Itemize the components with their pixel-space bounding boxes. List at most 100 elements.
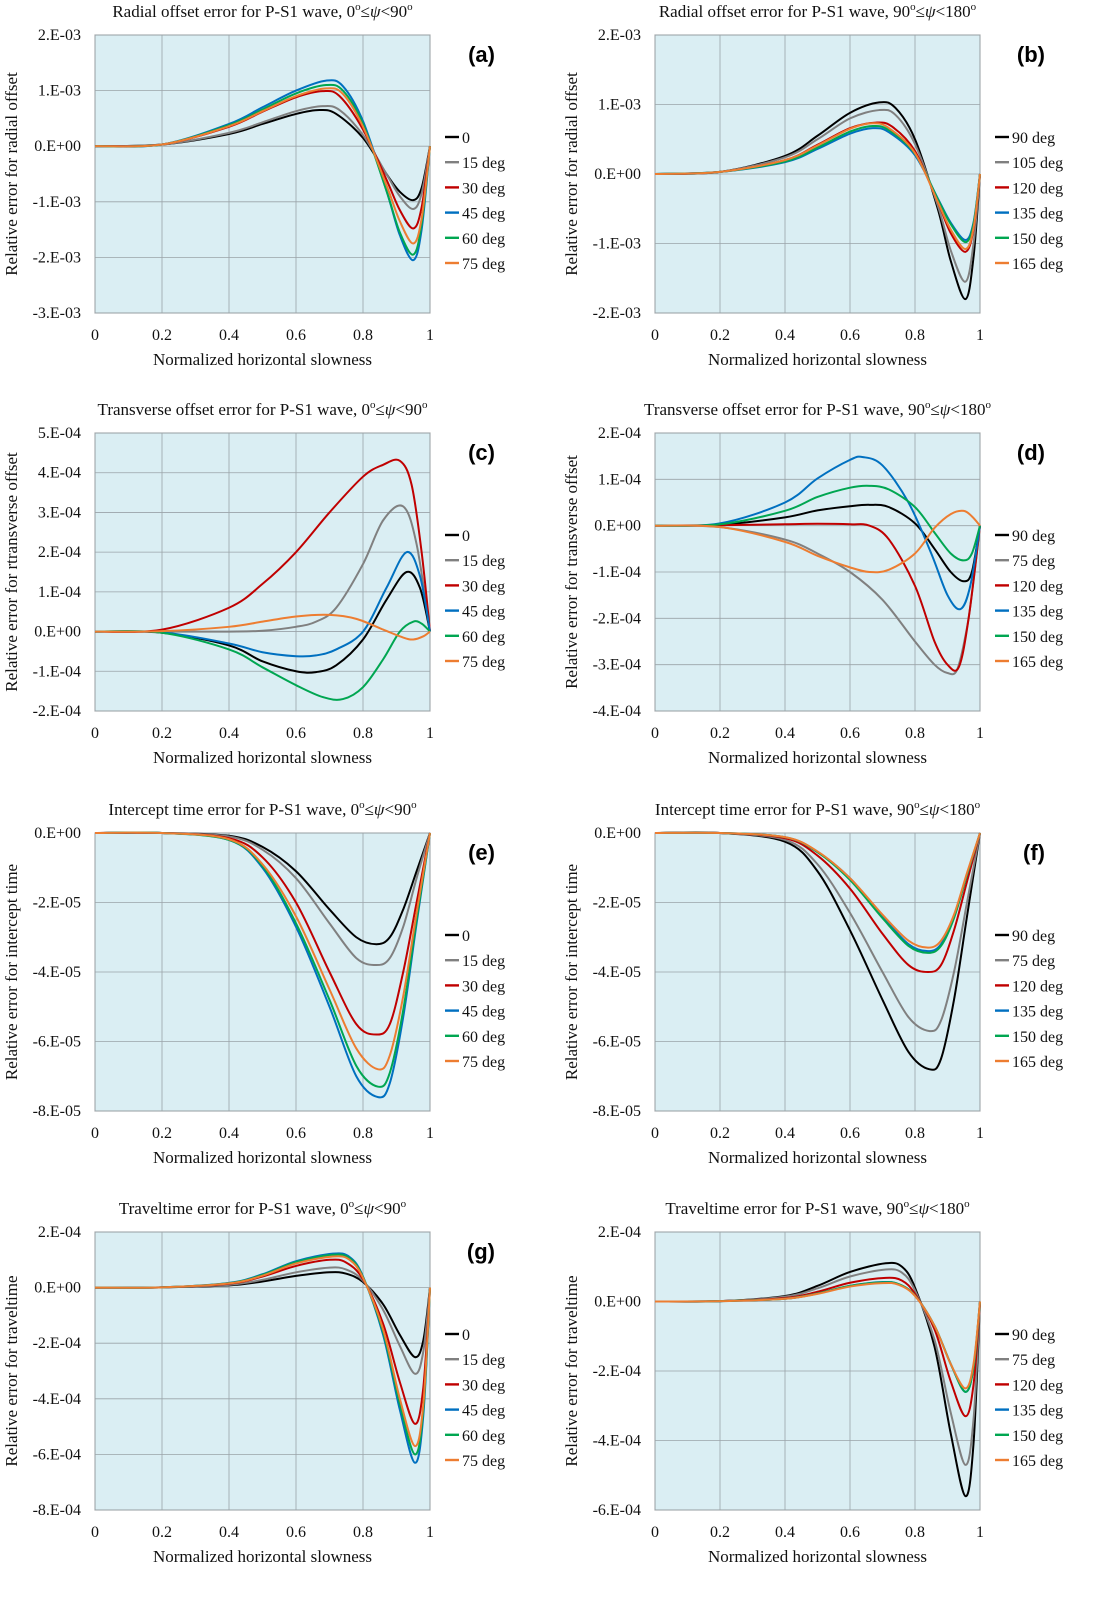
- x-tick-label: 0.2: [710, 327, 730, 344]
- title-part: o: [904, 1198, 910, 1210]
- x-tick-label: 0.8: [905, 1524, 925, 1541]
- y-axis-label: Relative error for intercept time: [562, 864, 581, 1080]
- title-part: o: [964, 1198, 970, 1210]
- title-part: o: [971, 1, 977, 13]
- chart-panel: 0 0.2 0.4 0.6 0.8 1 5.E-04 4.E-04 3.E-04 2.E-04 1.…: [2, 399, 505, 767]
- legend-label: 45 deg: [462, 1403, 505, 1420]
- legend-label: 30 deg: [462, 578, 505, 595]
- title-part: ≤: [361, 2, 370, 21]
- chart-title: Traveltime error for P-S1 wave, 0o≤ψ<90o: [119, 1198, 407, 1218]
- legend-label: 150 deg: [1012, 1428, 1063, 1445]
- title-part: o: [422, 399, 428, 411]
- x-tick-label: 0.2: [152, 1524, 172, 1541]
- legend-label: 75 deg: [1012, 553, 1055, 570]
- series-line: [654, 124, 981, 244]
- y-tick-label: 2.E-03: [38, 27, 81, 44]
- title-part: ψ: [925, 2, 936, 21]
- x-tick-label: 0.4: [219, 725, 239, 742]
- legend-label: 15 deg: [462, 1352, 505, 1369]
- legend-label: 135 deg: [1012, 1004, 1063, 1021]
- x-tick-label: 0.4: [775, 327, 795, 344]
- legend-label: 165 deg: [1012, 256, 1063, 273]
- y-tick-label: 2.E-03: [598, 27, 641, 44]
- x-tick-label: 1: [976, 327, 984, 344]
- x-tick-label: 0.6: [286, 1125, 306, 1142]
- title-part: ψ: [374, 800, 385, 819]
- title-part: ≤: [930, 400, 939, 419]
- title-part: ψ: [929, 800, 940, 819]
- legend-label: 0: [462, 130, 470, 147]
- series-line: [654, 831, 981, 1071]
- x-tick-label: 0: [651, 725, 659, 742]
- y-tick-label: -2.E-03: [33, 249, 81, 266]
- y-tick-label: -8.E-05: [593, 1103, 641, 1120]
- series-line: [94, 613, 431, 641]
- title-part: o: [349, 1198, 355, 1210]
- legend-label: 75 deg: [462, 256, 505, 273]
- y-axis-label: Relative error for radial offset: [562, 72, 581, 276]
- legend-label: 60 deg: [462, 231, 505, 248]
- y-tick-label: 4.E-04: [38, 465, 81, 482]
- y-axis-label: Relative error for traveltime: [2, 1275, 21, 1466]
- y-tick-label: -6.E-05: [33, 1034, 81, 1051]
- x-tick-label: 1: [426, 1524, 434, 1541]
- x-tick-label: 0: [91, 327, 99, 344]
- chart-title: Transverse offset error for P-S1 wave, 9…: [644, 399, 991, 419]
- title-part: <90: [395, 400, 422, 419]
- title-part: Traveltime error for P-S1 wave, 90: [665, 1199, 903, 1218]
- y-tick-label: -1.E-04: [593, 564, 641, 581]
- y-tick-label: -2.E-04: [33, 1335, 81, 1352]
- panel-label: (c): [468, 440, 495, 465]
- x-tick-label: 0.2: [710, 725, 730, 742]
- legend-label: 165 deg: [1012, 1453, 1063, 1470]
- title-part: Transverse offset error for P-S1 wave, 9…: [644, 400, 925, 419]
- series-line: [94, 79, 431, 262]
- y-tick-label: 0.E+00: [594, 166, 641, 183]
- title-part: o: [975, 799, 981, 811]
- y-tick-label: -3.E-04: [593, 657, 641, 674]
- x-axis-label: Normalized horizontal slowness: [708, 1547, 927, 1566]
- x-tick-label: 0.6: [840, 725, 860, 742]
- plot-area: [94, 432, 431, 712]
- panel-label: (b): [1017, 42, 1045, 67]
- legend-label: 60 deg: [462, 1029, 505, 1046]
- y-tick-label: 0.E+00: [594, 825, 641, 842]
- chart-title: Transverse offset error for P-S1 wave, 0…: [98, 399, 428, 419]
- title-part: <90: [374, 1199, 401, 1218]
- legend-label: 60 deg: [462, 629, 505, 646]
- x-tick-label: 1: [426, 725, 434, 742]
- title-part: ≤: [354, 1199, 363, 1218]
- x-tick-label: 0: [651, 327, 659, 344]
- series-line: [654, 503, 981, 583]
- legend-label: 0: [462, 1327, 470, 1344]
- title-part: ψ: [385, 400, 396, 419]
- panel-label: (e): [468, 840, 495, 865]
- series-line: [654, 509, 981, 574]
- legend-label: 45 deg: [462, 206, 505, 223]
- y-tick-label: -2.E-04: [33, 703, 81, 720]
- chart-panel: 0 0.2 0.4 0.6 0.8 1 2.E-04 0.E+00 -2.E-04 -4.E-04…: [562, 1198, 1063, 1566]
- title-part: Radial offset error for P-S1 wave, 90: [659, 2, 910, 21]
- title-part: <90: [384, 800, 411, 819]
- x-tick-label: 0.2: [152, 327, 172, 344]
- y-tick-label: -8.E-05: [33, 1103, 81, 1120]
- title-part: o: [411, 799, 417, 811]
- series-line: [94, 831, 431, 967]
- x-tick-label: 0.8: [353, 1125, 373, 1142]
- legend-label: 45 deg: [462, 604, 505, 621]
- x-tick-label: 0.8: [905, 725, 925, 742]
- legend-label: 45 deg: [462, 1004, 505, 1021]
- chart-panel: 0 0.2 0.4 0.6 0.8 1 0.E+00 -2.E-05 -4.E-05 -6.E-0…: [2, 799, 505, 1167]
- legend-label: 75 deg: [462, 654, 505, 671]
- legend-label: 90 deg: [1012, 1327, 1055, 1344]
- title-part: o: [925, 399, 931, 411]
- y-tick-label: -4.E-04: [593, 1433, 641, 1450]
- series-line: [94, 1255, 431, 1448]
- y-tick-label: -6.E-04: [593, 1502, 641, 1519]
- x-tick-label: 0.4: [775, 1125, 795, 1142]
- panel-label: (f): [1023, 840, 1045, 865]
- legend-label: 15 deg: [462, 155, 505, 172]
- y-tick-label: 1.E-04: [38, 584, 81, 601]
- x-tick-label: 0: [91, 725, 99, 742]
- legend-label: 135 deg: [1012, 1403, 1063, 1420]
